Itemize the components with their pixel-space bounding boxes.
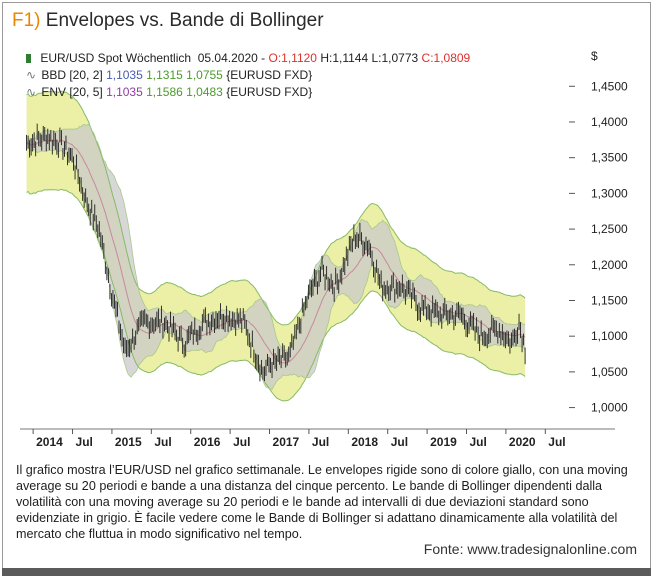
y-tick-label: 1,1500 bbox=[591, 293, 628, 307]
envelope-lower-line bbox=[26, 188, 526, 402]
bottom-bar bbox=[2, 568, 651, 576]
legend-bbd-upper: 1,1315 bbox=[146, 68, 183, 82]
x-tick-label: Jul bbox=[76, 435, 93, 449]
legend-high: H:1,1144 bbox=[320, 51, 369, 65]
x-tick-label: 2016 bbox=[194, 435, 221, 449]
legend-env-ma: 1,1035 bbox=[106, 85, 143, 99]
y-tick-label: 1,4000 bbox=[591, 115, 628, 129]
legend-env-symbol: {EURUSD FXD} bbox=[226, 85, 313, 99]
x-tick-label: Jul bbox=[154, 435, 171, 449]
legend-row-price: EUR/USD Spot Wöchentlich 05.04.2020 - O:… bbox=[26, 50, 470, 67]
price-chart: $1,4500 1,4000 1,3500 1,3000 1,2500 1,2000 1,1… bbox=[20, 49, 628, 449]
x-tick-label: 2018 bbox=[351, 435, 378, 449]
x-tick-label: Jul bbox=[391, 435, 408, 449]
legend-low: L:1,0773 bbox=[371, 51, 419, 65]
moving-average-line bbox=[26, 139, 526, 364]
figure-number: F1) bbox=[12, 10, 41, 31]
y-tick-label: 1,2500 bbox=[591, 222, 628, 236]
figure-source: Fonte: www.tradesignalonline.com bbox=[423, 541, 637, 557]
legend-row-env: ∿ ENV [20, 5] 1,1035 1,1586 1,0483 {EURU… bbox=[26, 84, 470, 101]
x-tick-label: Jul bbox=[233, 435, 250, 449]
legend-env-upper: 1,1586 bbox=[146, 85, 183, 99]
line-icon: ∿ bbox=[26, 85, 37, 99]
line-icon: ∿ bbox=[26, 68, 37, 82]
figure-title: F1) Envelopes vs. Bande di Bollinger bbox=[12, 10, 324, 32]
legend-bbd-name: BBD [20, 2] bbox=[41, 68, 103, 82]
chart-legend: EUR/USD Spot Wöchentlich 05.04.2020 - O:… bbox=[26, 50, 470, 101]
x-tick-label: 2020 bbox=[509, 435, 536, 449]
x-tick-label: Jul bbox=[312, 435, 329, 449]
x-tick-label: 2014 bbox=[36, 435, 63, 449]
legend-row-bbd: ∿ BBD [20, 2] 1,1035 1,1315 1,0755 {EURU… bbox=[26, 67, 470, 84]
legend-bbd-ma: 1,1035 bbox=[106, 68, 143, 82]
y-tick-label: 1,3000 bbox=[591, 186, 628, 200]
x-tick-label: 2015 bbox=[115, 435, 142, 449]
y-tick-label: 1,2000 bbox=[591, 258, 628, 272]
candle-icon bbox=[26, 54, 31, 64]
legend-price-date: 05.04.2020 bbox=[197, 51, 258, 65]
legend-close: C:1,0809 bbox=[421, 51, 471, 65]
y-tick-label: 1,0000 bbox=[591, 401, 628, 415]
x-tick-label: Jul bbox=[470, 435, 487, 449]
figure-caption: Il grafico mostra l’EUR/USD nel grafico … bbox=[16, 463, 628, 541]
y-tick-label: 1,3500 bbox=[591, 151, 628, 165]
x-tick-label: 2017 bbox=[273, 435, 300, 449]
figure-title-text: Envelopes vs. Bande di Bollinger bbox=[45, 10, 324, 31]
y-tick-label: 1,4500 bbox=[591, 79, 628, 93]
legend-bbd-symbol: {EURUSD FXD} bbox=[226, 68, 313, 82]
y-tick-label: 1,1000 bbox=[591, 329, 628, 343]
legend-env-name: ENV [20, 5] bbox=[41, 85, 103, 99]
legend-open: O:1,1120 bbox=[268, 51, 317, 65]
currency-label: $ bbox=[591, 49, 598, 63]
bollinger-upper-line bbox=[26, 123, 526, 352]
legend-bbd-lower: 1,0755 bbox=[186, 68, 223, 82]
x-tick-label: Jul bbox=[548, 435, 565, 449]
y-tick-label: 1,0500 bbox=[591, 365, 628, 379]
x-tick-label: 2019 bbox=[430, 435, 457, 449]
envelope-upper-line bbox=[26, 90, 526, 326]
legend-env-lower: 1,0483 bbox=[186, 85, 223, 99]
legend-price-name: EUR/USD Spot Wöchentlich bbox=[40, 51, 192, 65]
